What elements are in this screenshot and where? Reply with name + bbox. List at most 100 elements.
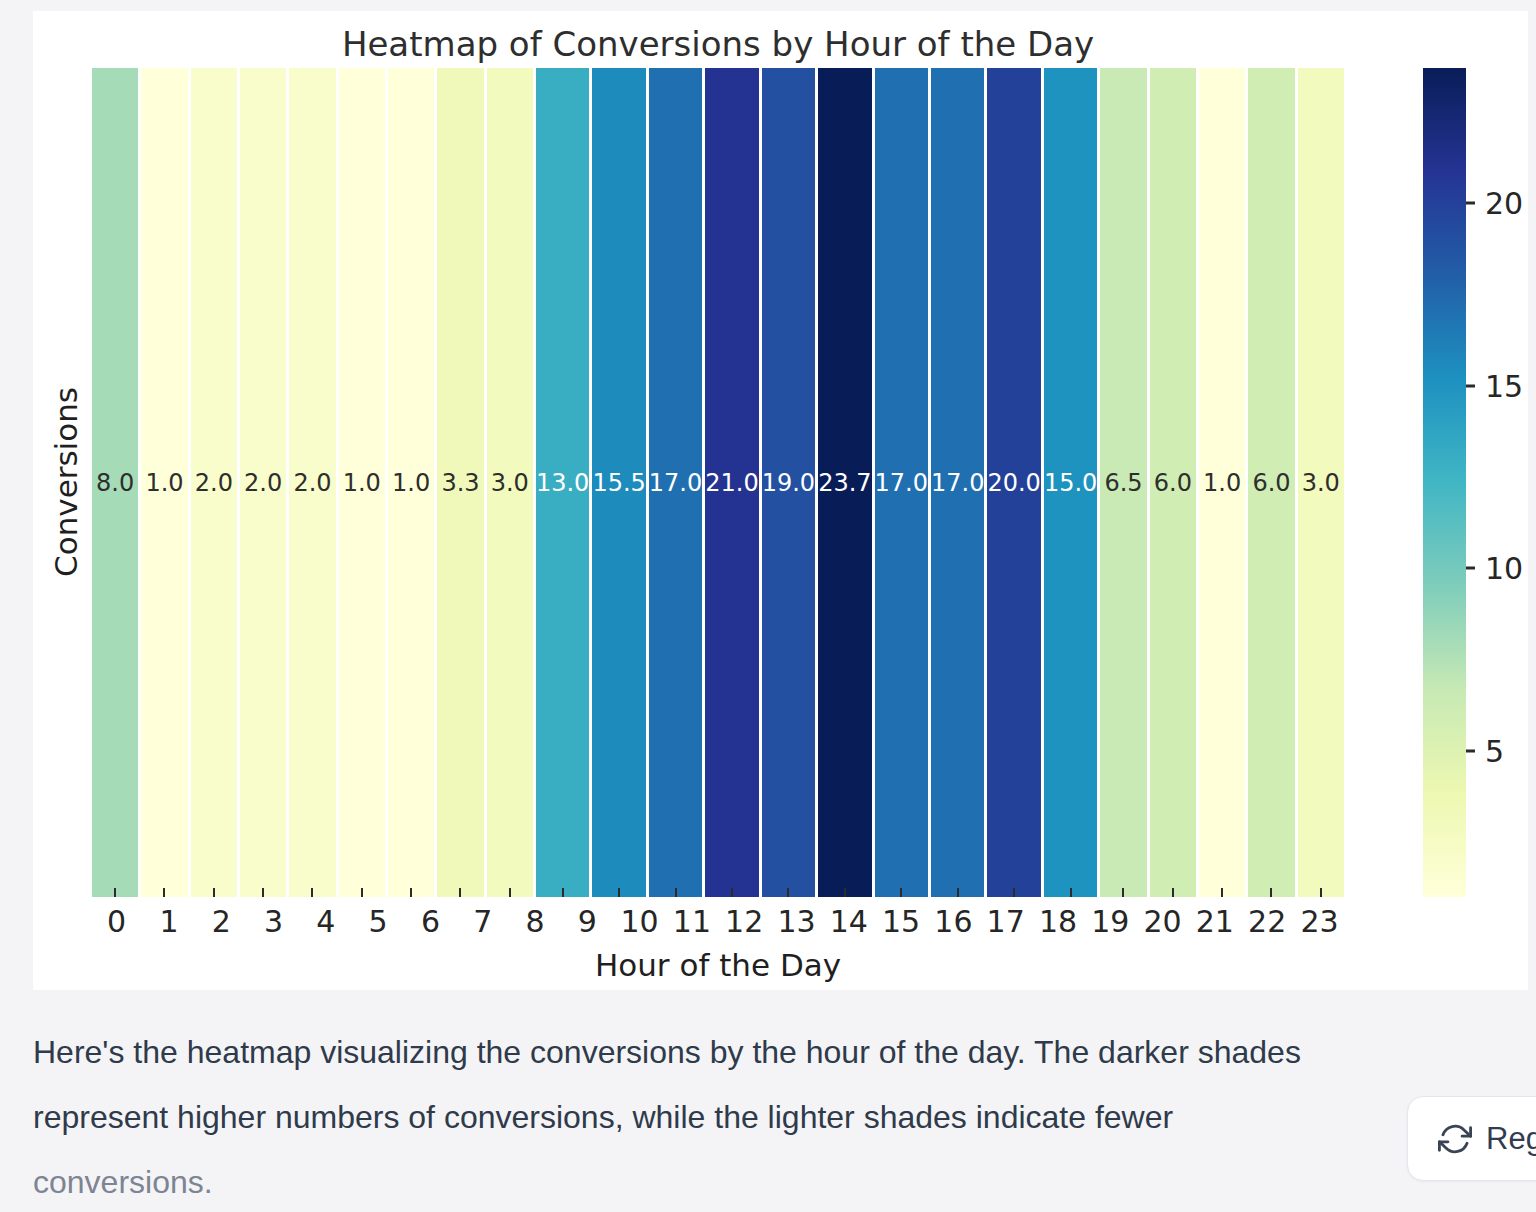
- x-tick-label: 22: [1243, 904, 1292, 939]
- x-tick-label: 11: [667, 904, 716, 939]
- heatmap-cell: 1.0: [141, 68, 187, 897]
- cell-value-label: 2.0: [195, 469, 233, 497]
- cell-value-label: 17.0: [649, 469, 702, 497]
- x-axis-tick: [900, 888, 902, 897]
- colorbar: [1423, 68, 1466, 897]
- x-tick-label: 5: [353, 904, 402, 939]
- x-tick-label: 18: [1033, 904, 1082, 939]
- cell-value-label: 6.0: [1154, 469, 1192, 497]
- cell-value-label: 2.0: [293, 469, 331, 497]
- cell-value-label: 17.0: [875, 469, 928, 497]
- heatmap-cell: 6.0: [1248, 68, 1294, 897]
- cell-value-label: 23.7: [818, 469, 871, 497]
- x-tick-label: 10: [615, 904, 664, 939]
- x-axis-tick: [163, 888, 165, 897]
- x-axis-tick: [1320, 888, 1322, 897]
- heatmap-cell: 3.0: [487, 68, 533, 897]
- heatmap-cell: 20.0: [987, 68, 1040, 897]
- colorbar-tick: [1466, 202, 1475, 205]
- x-tick-label: 15: [876, 904, 925, 939]
- heatmap-cell: 21.0: [705, 68, 758, 897]
- colorbar-tick-label: 15: [1485, 368, 1523, 403]
- heatmap-cell: 17.0: [649, 68, 702, 897]
- x-axis-tick: [1013, 888, 1015, 897]
- cell-value-label: 6.5: [1104, 469, 1142, 497]
- cell-value-label: 15.5: [592, 469, 645, 497]
- heatmap-cell: 17.0: [875, 68, 928, 897]
- regenerate-label: Reg: [1486, 1121, 1536, 1157]
- heatmap-cell: 23.7: [818, 68, 871, 897]
- x-axis-tick: [459, 888, 461, 897]
- heatmap-cell: 2.0: [240, 68, 286, 897]
- x-tick-label: 21: [1190, 904, 1239, 939]
- cell-value-label: 2.0: [244, 469, 282, 497]
- message-line: Here's the heatmap visualizing the conve…: [33, 1020, 1503, 1085]
- colorbar-tick: [1466, 567, 1475, 570]
- heatmap-cell: 1.0: [388, 68, 434, 897]
- heatmap-cell: 3.3: [437, 68, 483, 897]
- x-tick-label: 9: [563, 904, 612, 939]
- x-axis-tick: [1070, 888, 1072, 897]
- x-axis-tick: [675, 888, 677, 897]
- heatmap-cell: 15.0: [1044, 68, 1097, 897]
- heatmap-grid: 8.01.02.02.02.01.01.03.33.013.015.517.02…: [92, 68, 1344, 897]
- x-axis-tick: [731, 888, 733, 897]
- x-axis-tick: [844, 888, 846, 897]
- x-tick-label: 2: [197, 904, 246, 939]
- heatmap-cell: 13.0: [536, 68, 589, 897]
- x-axis-tick: [311, 888, 313, 897]
- x-tick-label: 3: [249, 904, 298, 939]
- regenerate-icon: [1438, 1122, 1472, 1156]
- cell-value-label: 1.0: [343, 469, 381, 497]
- x-tick-label: 23: [1295, 904, 1344, 939]
- x-tick-label: 20: [1138, 904, 1187, 939]
- cell-value-label: 3.0: [491, 469, 529, 497]
- heatmap-cell: 2.0: [191, 68, 237, 897]
- x-tick-label: 4: [301, 904, 350, 939]
- x-axis-tick: [1172, 888, 1174, 897]
- cell-value-label: 19.0: [762, 469, 815, 497]
- x-tick-label: 1: [144, 904, 193, 939]
- cell-value-label: 3.3: [441, 469, 479, 497]
- cell-value-label: 1.0: [392, 469, 430, 497]
- x-axis-tick: [1270, 888, 1272, 897]
- heatmap-cell: 6.0: [1150, 68, 1196, 897]
- cell-value-label: 6.0: [1252, 469, 1290, 497]
- heatmap-cell: 17.0: [931, 68, 984, 897]
- x-tick-label: 7: [458, 904, 507, 939]
- chat-canvas: Heatmap of Conversions by Hour of the Da…: [0, 0, 1536, 1212]
- x-tick-label: 16: [929, 904, 978, 939]
- x-axis-title: Hour of the Day: [92, 947, 1344, 983]
- assistant-message: Here's the heatmap visualizing the conve…: [33, 1020, 1503, 1212]
- x-tick-label: 14: [824, 904, 873, 939]
- x-axis-tick: [562, 888, 564, 897]
- colorbar-tick-label: 20: [1485, 186, 1523, 221]
- cell-value-label: 21.0: [705, 469, 758, 497]
- cell-value-label: 1.0: [1203, 469, 1241, 497]
- x-axis-tick: [1221, 888, 1223, 897]
- heatmap-cell: 19.0: [762, 68, 815, 897]
- x-tick-label: 17: [981, 904, 1030, 939]
- message-line: conversions.: [33, 1150, 1503, 1212]
- x-axis-tick: [1122, 888, 1124, 897]
- cell-value-label: 13.0: [536, 469, 589, 497]
- colorbar-tick-label: 5: [1485, 733, 1504, 768]
- x-axis-tick: [213, 888, 215, 897]
- x-tick-label: 13: [772, 904, 821, 939]
- heatmap-cell: 3.0: [1298, 68, 1344, 897]
- heatmap-figure: Heatmap of Conversions by Hour of the Da…: [33, 11, 1528, 990]
- chart-title: Heatmap of Conversions by Hour of the Da…: [92, 23, 1344, 65]
- x-axis-tick: [410, 888, 412, 897]
- x-axis-tick: [618, 888, 620, 897]
- colorbar-tick: [1466, 749, 1475, 752]
- x-tick-label: 0: [92, 904, 141, 939]
- heatmap-cell: 2.0: [289, 68, 335, 897]
- x-tick-label: 12: [720, 904, 769, 939]
- cell-value-label: 3.0: [1302, 469, 1340, 497]
- x-axis-tick: [509, 888, 511, 897]
- colorbar-tick-label: 10: [1485, 551, 1523, 586]
- x-axis-tick: [957, 888, 959, 897]
- regenerate-button[interactable]: Reg: [1407, 1096, 1536, 1181]
- heatmap-cell: 6.5: [1100, 68, 1146, 897]
- x-axis-tick: [361, 888, 363, 897]
